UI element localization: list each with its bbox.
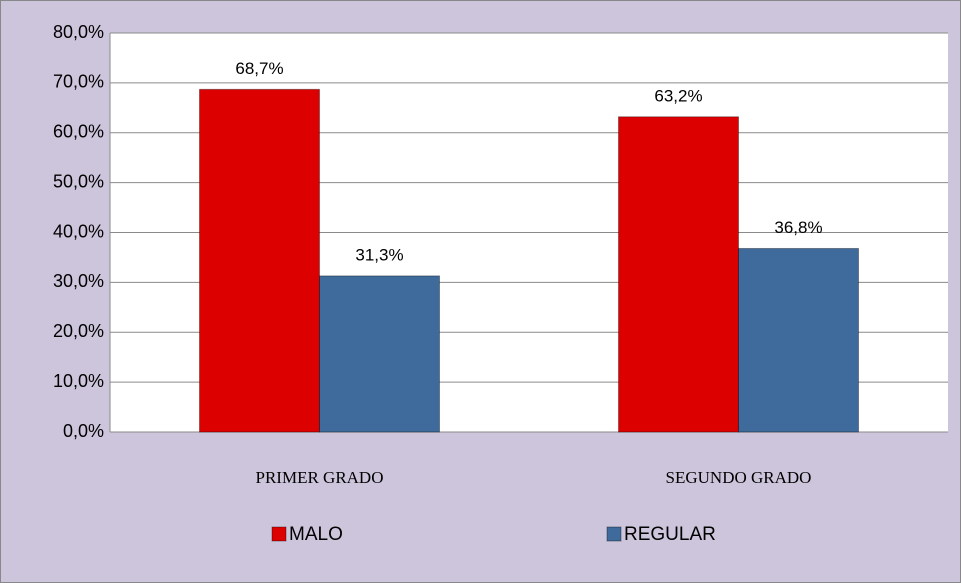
legend-label: MALO (289, 524, 343, 545)
bar (319, 275, 440, 433)
y-tick-label: 10,0% (53, 371, 104, 391)
data-label: 31,3% (355, 245, 403, 264)
legend-swatch (271, 526, 287, 542)
y-tick-label: 30,0% (53, 271, 104, 291)
y-tick-label: 60,0% (53, 122, 104, 142)
legend-label: REGULAR (624, 524, 716, 545)
legend-swatch (606, 526, 622, 542)
y-tick-label: 20,0% (53, 321, 104, 341)
bar (199, 88, 320, 433)
y-tick-label: 80,0% (53, 22, 104, 42)
data-label: 68,7% (235, 59, 283, 78)
y-tick-label: 50,0% (53, 171, 104, 191)
bar (618, 116, 739, 433)
data-label: 63,2% (654, 86, 702, 105)
y-tick-label: 70,0% (53, 72, 104, 92)
y-tick-label: 0,0% (63, 421, 104, 441)
bar (738, 247, 859, 433)
x-tick-label: SEGUNDO GRADO (666, 468, 812, 487)
data-label: 36,8% (774, 218, 822, 237)
x-tick-label: PRIMER GRADO (256, 468, 384, 487)
y-tick-label: 40,0% (53, 221, 104, 241)
